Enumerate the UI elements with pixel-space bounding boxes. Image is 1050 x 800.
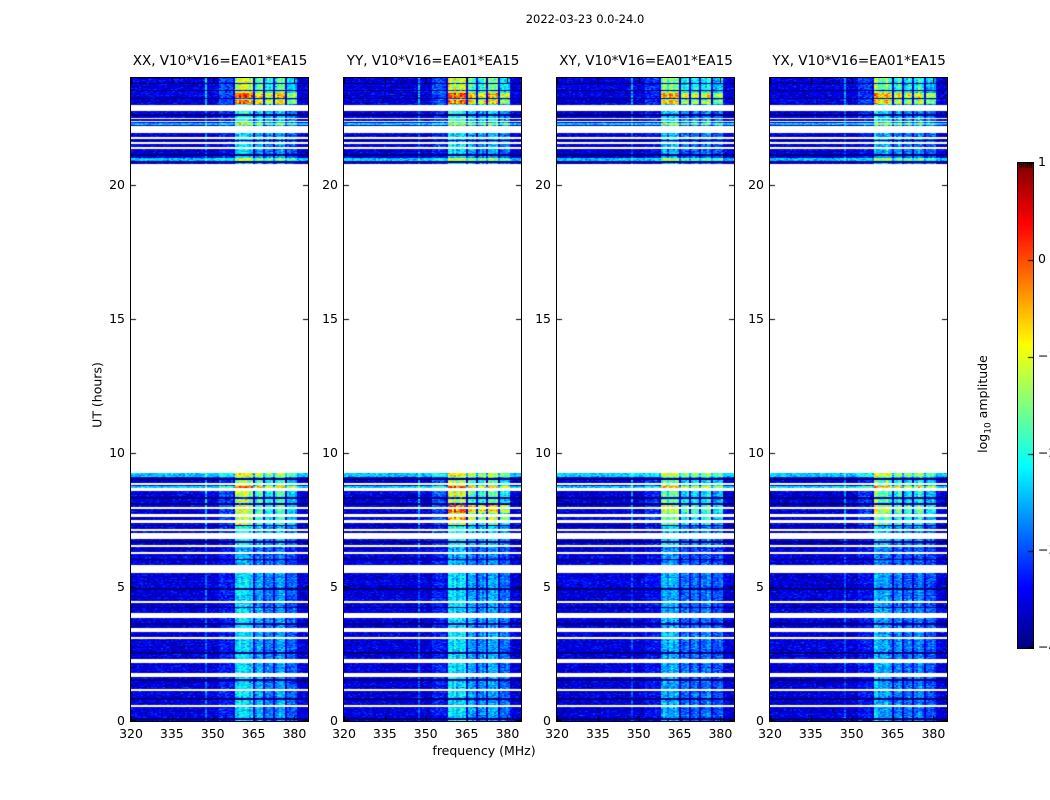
y-tick-label: 10	[748, 445, 764, 461]
x-tick-label: 335	[798, 726, 823, 741]
y-tick-label: 10	[535, 445, 551, 461]
y-tick-label: 15	[322, 311, 338, 327]
x-tick-label: 320	[545, 726, 569, 741]
colorbar-tick-label: −1	[1038, 348, 1050, 363]
colorbar	[1017, 162, 1034, 649]
x-tick-label: 335	[159, 726, 184, 741]
colorbar-label-pre: log	[974, 433, 990, 453]
y-tick-label: 20	[322, 177, 338, 193]
x-tick-label: 380	[921, 726, 946, 741]
x-tick-label: 380	[495, 726, 520, 741]
y-axis-label: UT (hours)	[89, 362, 105, 428]
y-tick-label: 0	[756, 713, 764, 728]
x-tick-label: 335	[585, 726, 610, 741]
colorbar-label-post: amplitude	[974, 355, 990, 423]
spectrogram-canvas	[131, 78, 308, 721]
x-axis-label: frequency (MHz)	[432, 743, 536, 758]
spectrogram-panel	[769, 77, 948, 722]
colorbar-tick-label: 1	[1038, 154, 1046, 169]
y-tick-label: 0	[543, 713, 551, 728]
y-tick-label: 15	[748, 311, 764, 327]
colorbar-label: log10 amplitude	[975, 355, 994, 453]
x-tick-label: 380	[708, 726, 733, 741]
x-tick-label: 365	[667, 726, 692, 741]
x-tick-label: 365	[241, 726, 266, 741]
spectrogram-panel	[343, 77, 522, 722]
x-tick-label: 320	[758, 726, 782, 741]
y-tick-label: 5	[330, 579, 338, 595]
panel-title: XY, V10*V16=EA01*EA15	[559, 53, 733, 69]
y-tick-label: 5	[117, 579, 125, 595]
y-tick-label: 10	[322, 445, 338, 461]
y-tick-label: 5	[543, 579, 551, 595]
y-tick-label: 5	[756, 579, 764, 595]
panel-title: XX, V10*V16=EA01*EA15	[132, 53, 308, 69]
x-tick-label: 365	[454, 726, 479, 741]
x-tick-label: 350	[200, 726, 225, 741]
x-tick-label: 350	[626, 726, 651, 741]
figure-title: 2022-03-23 0.0-24.0	[525, 12, 645, 26]
spectrogram-canvas	[344, 78, 521, 721]
colorbar-canvas	[1018, 163, 1033, 648]
panel-title: YY, V10*V16=EA01*EA15	[346, 53, 520, 69]
x-tick-label: 350	[413, 726, 438, 741]
colorbar-tick-label: −2	[1038, 445, 1050, 460]
y-tick-label: 0	[117, 713, 125, 728]
spectrogram-canvas	[770, 78, 947, 721]
panel-title: YX, V10*V16=EA01*EA15	[772, 53, 946, 69]
spectrogram-panel	[556, 77, 735, 722]
y-tick-label: 15	[535, 311, 551, 327]
colorbar-tick-label: −3	[1038, 542, 1050, 557]
spectrogram-canvas	[557, 78, 734, 721]
x-tick-label: 335	[372, 726, 397, 741]
colorbar-tick-label: −4	[1038, 639, 1050, 654]
x-tick-label: 320	[332, 726, 356, 741]
x-tick-label: 320	[119, 726, 143, 741]
x-tick-label: 380	[282, 726, 307, 741]
colorbar-label-sub: 10	[983, 422, 994, 434]
y-tick-label: 20	[535, 177, 551, 193]
y-tick-label: 15	[109, 311, 125, 327]
y-tick-label: 20	[109, 177, 125, 193]
y-tick-label: 20	[748, 177, 764, 193]
y-tick-label: 0	[330, 713, 338, 728]
colorbar-tick-label: 0	[1038, 251, 1046, 266]
x-tick-label: 365	[880, 726, 905, 741]
y-tick-label: 10	[109, 445, 125, 461]
spectrogram-panel	[130, 77, 309, 722]
x-tick-label: 350	[839, 726, 864, 741]
